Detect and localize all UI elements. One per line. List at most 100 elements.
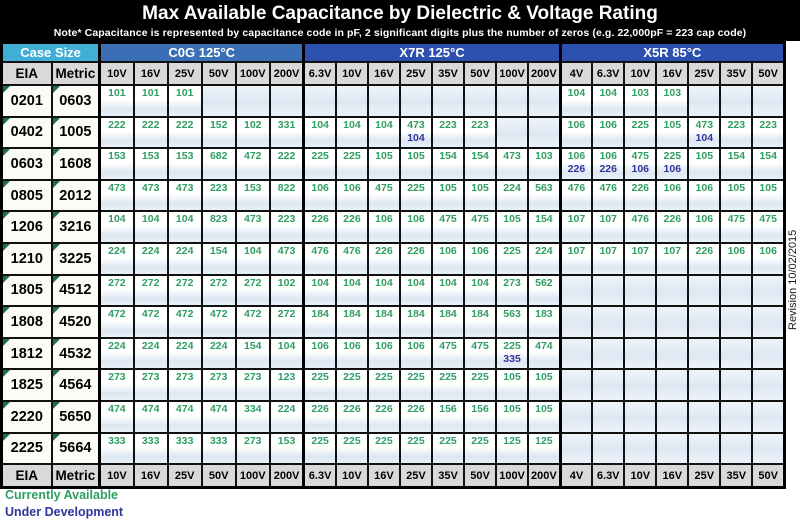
voltage-header-c0g-100V: 100V bbox=[234, 463, 271, 489]
cap-cell: 225 bbox=[366, 431, 401, 466]
cap-value-available: 106 bbox=[727, 244, 746, 257]
cap-cell: 184 bbox=[334, 305, 369, 339]
voltage-header-x5r-10V: 10V bbox=[623, 463, 658, 489]
cap-cell: 106 bbox=[463, 241, 498, 276]
eia-case-cell: 0201 bbox=[0, 84, 53, 118]
cap-cell: 154 bbox=[234, 336, 271, 371]
cap-cell: 474 bbox=[166, 399, 203, 434]
cap-value-available: 474 bbox=[209, 402, 228, 415]
cap-value-available: 104 bbox=[311, 118, 329, 131]
cap-cell: 273 bbox=[166, 368, 203, 402]
cap-value-available: 273 bbox=[503, 276, 521, 289]
cap-value-available: 225 bbox=[375, 434, 393, 447]
cap-cell: 101 bbox=[98, 84, 135, 118]
cap-value-available: 223 bbox=[209, 181, 228, 194]
cap-value-available: 106 bbox=[599, 150, 617, 163]
cap-cell: 473 bbox=[132, 178, 169, 213]
cap-cell: 272 bbox=[234, 273, 271, 308]
eia-case-cell: 1206 bbox=[0, 210, 53, 244]
cap-cell bbox=[655, 305, 690, 339]
voltage-header-x5r-6.3V: 6.3V bbox=[591, 463, 626, 489]
cap-cell: 225 106 bbox=[655, 147, 690, 181]
cap-cell: 476 bbox=[591, 178, 626, 213]
cap-cell: 225 bbox=[398, 431, 433, 466]
cap-cell: 123 bbox=[268, 368, 305, 402]
cap-cell: 183 bbox=[527, 305, 562, 339]
cap-cell: 106 bbox=[719, 241, 754, 276]
cap-cell: 473 bbox=[234, 210, 271, 244]
eia-case-cell: 2220 bbox=[0, 399, 53, 434]
cap-cell: 474 bbox=[527, 336, 562, 371]
cap-cell bbox=[398, 84, 433, 118]
cap-value-available: 104 bbox=[343, 118, 361, 131]
cap-value-available: 476 bbox=[567, 181, 586, 194]
cap-value-available: 475 bbox=[727, 213, 746, 226]
cap-value-available: 272 bbox=[209, 276, 228, 289]
cap-cell: 224 bbox=[166, 241, 203, 276]
voltage-header-x7r-10V: 10V bbox=[334, 61, 369, 86]
cap-value-under-development: 335 bbox=[503, 352, 521, 365]
cap-value-available: 226 bbox=[695, 244, 714, 257]
cap-value-available: 224 bbox=[141, 244, 160, 257]
cap-cell: 184 bbox=[430, 305, 466, 339]
cap-cell: 154 bbox=[463, 147, 498, 181]
cap-cell bbox=[527, 84, 562, 118]
cap-cell: 473 bbox=[98, 178, 135, 213]
cap-value-available: 104 bbox=[407, 276, 425, 289]
cap-value-available: 184 bbox=[375, 308, 393, 321]
cap-value-available: 106 bbox=[695, 181, 714, 194]
cap-value-available: 103 bbox=[663, 87, 682, 99]
cap-cell: 472 bbox=[234, 305, 271, 339]
x7r-section-header: X7R 125°C bbox=[302, 41, 562, 63]
cap-value-available: 101 bbox=[141, 87, 160, 99]
cap-cell: 152 bbox=[200, 115, 237, 150]
cap-cell: 472 bbox=[132, 305, 169, 339]
voltage-header-x5r-35V: 35V bbox=[719, 463, 754, 489]
voltage-header-c0g-50V: 50V bbox=[200, 61, 237, 86]
cap-value-available: 106 bbox=[663, 181, 682, 194]
cap-cell: 223 bbox=[751, 115, 786, 150]
eia-footer: EIA bbox=[0, 463, 53, 489]
cap-cell bbox=[558, 336, 594, 371]
cap-cell bbox=[655, 273, 690, 308]
cap-value-under-development: 104 bbox=[695, 131, 714, 144]
cap-cell: 105 bbox=[527, 399, 562, 434]
cap-value-available: 331 bbox=[277, 118, 296, 131]
cap-cell: 184 bbox=[366, 305, 401, 339]
cap-value-available: 156 bbox=[439, 402, 457, 415]
metric-case-cell: 2012 bbox=[50, 178, 101, 213]
cap-cell bbox=[687, 84, 722, 118]
voltage-header-x7r-16V: 16V bbox=[366, 463, 401, 489]
cap-cell bbox=[719, 399, 754, 434]
cap-cell: 106 bbox=[751, 241, 786, 276]
cap-cell: 473 bbox=[495, 147, 530, 181]
cap-cell: 224 bbox=[132, 336, 169, 371]
cap-value-available: 474 bbox=[535, 339, 553, 352]
cap-cell: 103 bbox=[623, 84, 658, 118]
voltage-header-x7r-35V: 35V bbox=[430, 463, 466, 489]
cap-value-available: 225 bbox=[343, 371, 361, 384]
cap-cell bbox=[527, 115, 562, 150]
cap-cell: 105 bbox=[366, 147, 401, 181]
metric-case-cell: 3225 bbox=[50, 241, 101, 276]
cap-cell: 225 bbox=[366, 368, 401, 402]
table-row: 0201 0603 101 101 101 104 104 103 103 bbox=[0, 84, 786, 118]
cap-value-available: 224 bbox=[503, 181, 521, 194]
cap-cell: 223 bbox=[430, 115, 466, 150]
cap-value-available: 225 bbox=[503, 339, 521, 352]
cap-value-available: 474 bbox=[175, 402, 194, 415]
cap-cell: 474 bbox=[200, 399, 237, 434]
cap-value-available: 101 bbox=[175, 87, 194, 99]
cap-value-available: 273 bbox=[175, 371, 194, 384]
metric-case-cell: 4564 bbox=[50, 368, 101, 402]
cap-value-available: 475 bbox=[375, 181, 393, 194]
cap-cell bbox=[591, 431, 626, 466]
cap-cell: 475 bbox=[463, 336, 498, 371]
cap-cell: 473 104 bbox=[687, 115, 722, 150]
cap-cell: 107 bbox=[558, 241, 594, 276]
cap-cell: 106 bbox=[302, 178, 337, 213]
cap-value-available: 106 bbox=[343, 339, 361, 352]
voltage-header-x7r-35V: 35V bbox=[430, 61, 466, 86]
cap-value-available: 333 bbox=[108, 434, 126, 447]
cap-cell: 224 bbox=[98, 336, 135, 371]
